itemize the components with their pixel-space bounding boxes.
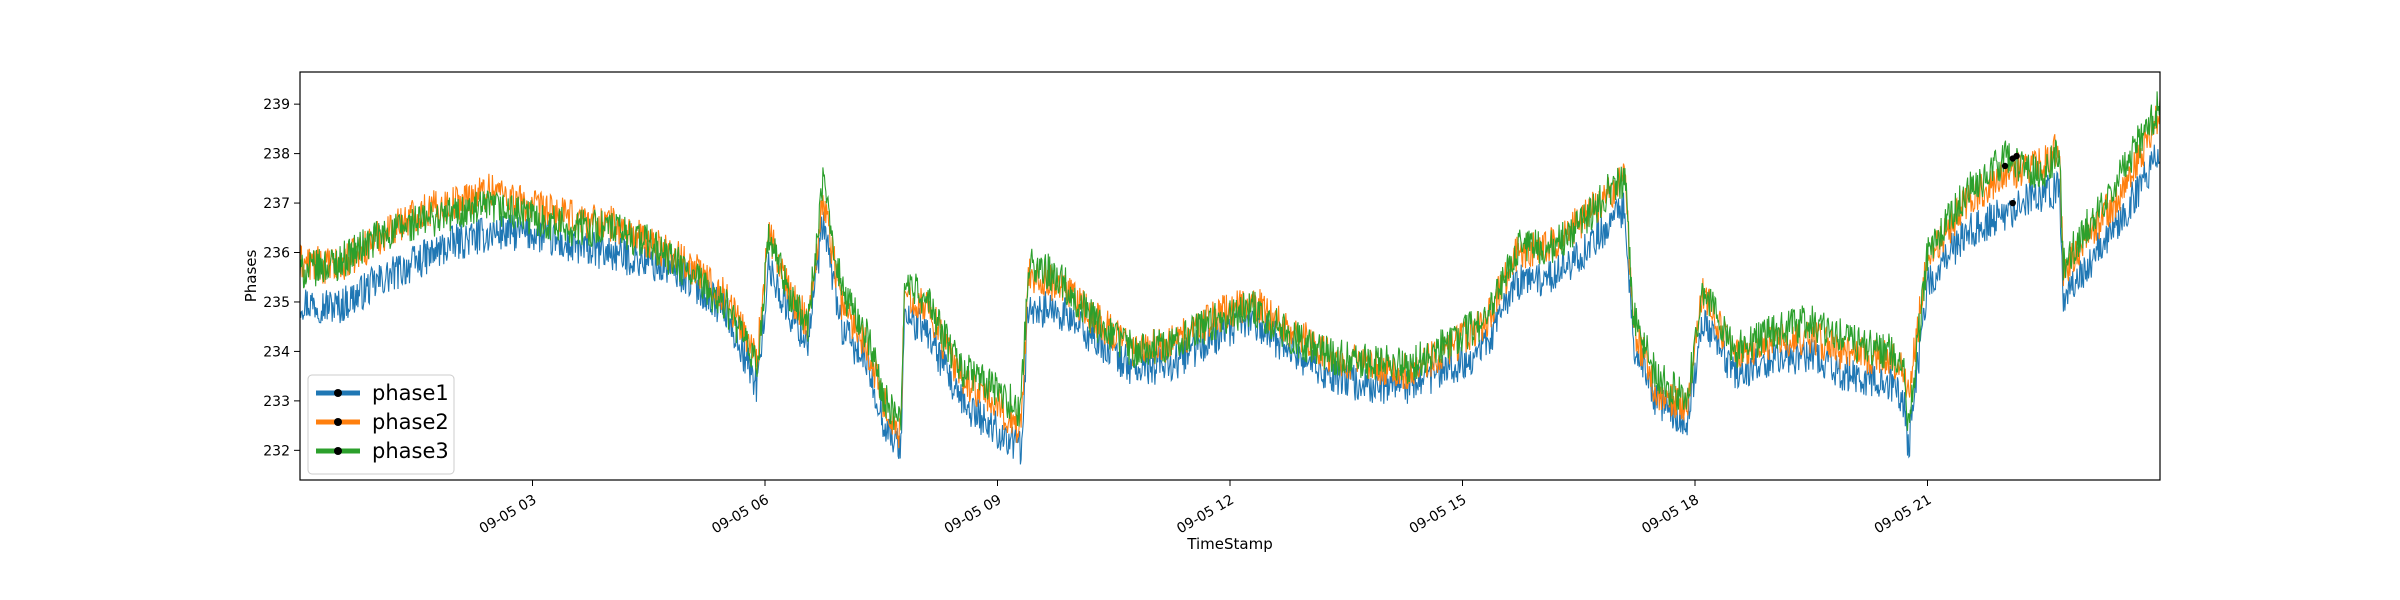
legend-marker-phase2 (334, 418, 342, 426)
y-axis-ticks: 232 233 234 235 236 237 238 239 (263, 97, 300, 459)
x-tick-label: 09-05 21 (1872, 492, 1935, 537)
y-axis-label: Phases (242, 250, 260, 303)
y-tick-label: 237 (263, 196, 290, 212)
series-line-phase2 (300, 97, 2160, 449)
series-line-phase1 (300, 144, 2160, 465)
y-tick-label: 233 (263, 394, 290, 410)
y-tick-label: 236 (263, 246, 290, 262)
x-tick-label: 09-05 09 (942, 492, 1005, 537)
series-layer (300, 91, 2160, 465)
x-tick-label: 09-05 18 (1639, 492, 1702, 537)
marker-point (2013, 152, 2020, 160)
x-tick-label: 09-05 12 (1174, 492, 1237, 537)
x-tick-label: 09-05 15 (1407, 492, 1470, 537)
marker-point (2001, 162, 2009, 170)
legend-marker-phase3 (334, 447, 342, 455)
plot-area (299, 71, 2161, 481)
y-tick-label: 235 (263, 295, 290, 311)
x-axis-ticks: 09-05 03 09-05 06 09-05 09 09-05 12 09-05 15… (477, 480, 1935, 537)
marker-point (2009, 199, 2016, 207)
series-line-phase3 (300, 91, 2160, 431)
y-tick-label: 232 (263, 443, 290, 459)
legend-label-phase3: phase3 (372, 439, 449, 463)
legend-label-phase1: phase1 (372, 381, 449, 405)
legend: phase1 phase2 phase3 (307, 374, 455, 475)
y-tick-label: 239 (263, 97, 290, 113)
annotation-markers (2001, 152, 2020, 207)
plot-frame (299, 71, 2161, 481)
y-tick-label: 234 (263, 344, 290, 360)
y-tick-label: 238 (263, 147, 290, 163)
x-tick-label: 09-05 06 (709, 492, 772, 537)
legend-marker-phase1 (334, 389, 342, 397)
x-tick-label: 09-05 03 (477, 492, 540, 537)
x-axis-label: TimeStamp (1186, 535, 1272, 553)
legend-label-phase2: phase2 (372, 410, 449, 434)
